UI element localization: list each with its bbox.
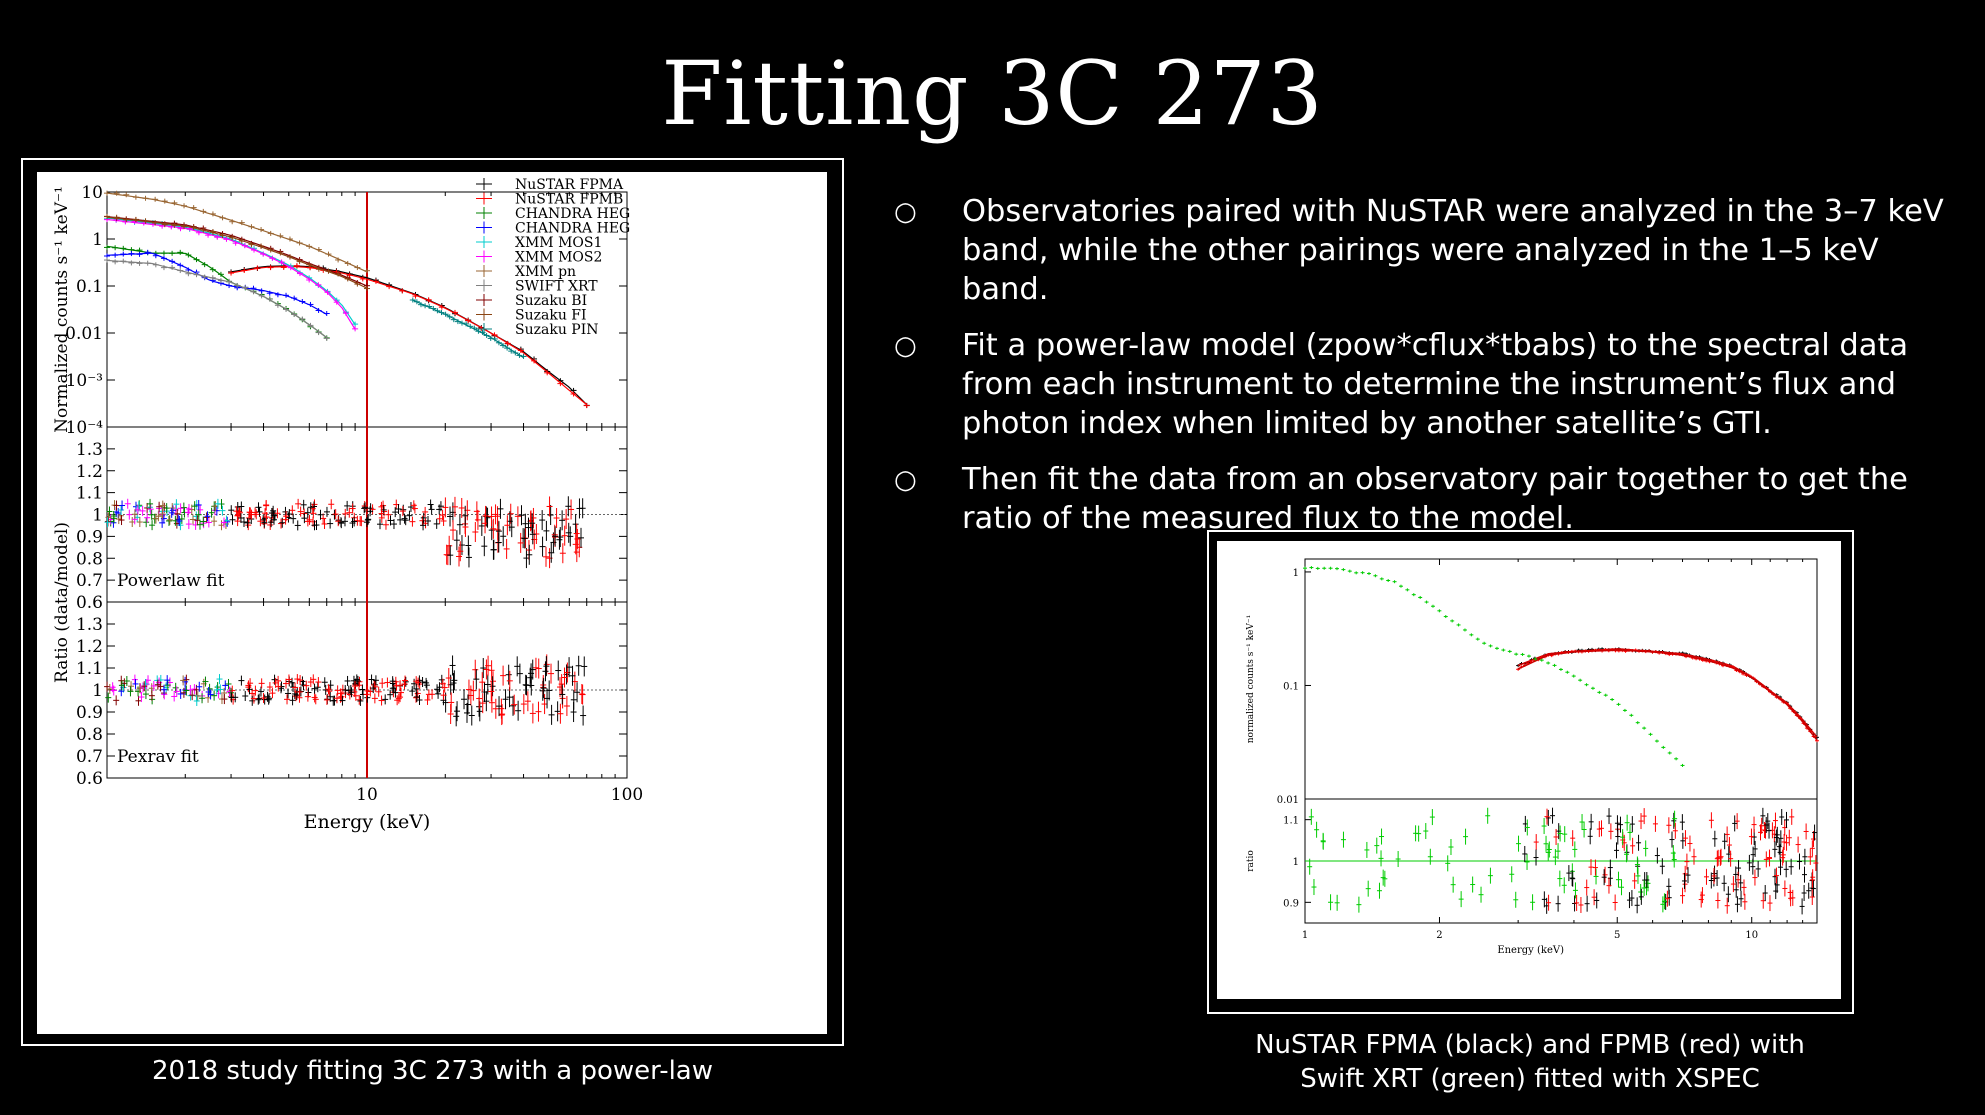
left-figure-frame (21, 158, 844, 1046)
right-figure-caption: NuSTAR FPMA (black) and FPMB (red) with … (1180, 1028, 1880, 1096)
right-caption-line-1: NuSTAR FPMA (black) and FPMB (red) with (1255, 1030, 1805, 1060)
x-tick-label: 10 (1745, 930, 1758, 941)
y-tick-label: 10 (81, 183, 103, 203)
x-tick-label: 5 (1614, 930, 1620, 941)
xspec-ratio-points (1307, 807, 1819, 915)
legend-label: XMM MOS2 (515, 250, 602, 266)
legend-label: CHANDRA HEG (515, 221, 630, 237)
y-tick-label: 0.7 (76, 747, 103, 767)
spectrum-model-line (106, 218, 356, 330)
bullet-list: ○ Observatories paired with NuSTAR were a… (890, 192, 1970, 555)
bullet-circle-icon: ○ (894, 331, 917, 361)
legend-label: XMM MOS1 (515, 235, 602, 251)
right-figure-frame (1207, 530, 1854, 1014)
y-tick-label: 0.01 (65, 324, 103, 344)
series-swift-xrt (104, 257, 330, 341)
spectrum-model-line (106, 216, 368, 289)
series-xmm-pn (104, 190, 370, 274)
y-tick-label: 1 (1293, 568, 1299, 579)
y-tick-label: 1.1 (1283, 816, 1299, 827)
xspec-spectrum-frame (1304, 558, 1818, 800)
bullet-text: Fit a power-law model (zpow*cflux*tbabs)… (962, 328, 1909, 441)
right-caption-line-2: Swift XRT (green) fitted with XSPEC (1300, 1064, 1760, 1094)
y-tick-label: 0.8 (76, 725, 103, 745)
x-tick-label: 1 (1302, 930, 1308, 941)
right-figure: 1 0.1 0.01 normalized counts s⁻¹ keV⁻¹ 1 2 5 10… (1217, 541, 1841, 999)
y-tick-label: 10⁻³ (66, 371, 103, 391)
y-tick-label: 0.9 (76, 527, 103, 547)
x-axis-label: Energy (keV) (1497, 945, 1564, 956)
spectrum-model-line (106, 216, 368, 287)
spectrum-model-line (106, 252, 327, 315)
y-tick-label: 1.1 (76, 659, 103, 679)
y-tick-label: 1.3 (76, 440, 103, 460)
spectrum-model-line (412, 299, 524, 359)
y-tick-label: 0.9 (1283, 898, 1299, 909)
ratio-points (104, 654, 588, 727)
x-tick-label: 100 (611, 785, 643, 805)
ratio-panel-label: Pexrav fit (117, 747, 199, 767)
ratio-y-axis-label: Ratio (data/model) (52, 522, 72, 683)
y-tick-label: 1 (1293, 857, 1299, 868)
x-tick-label: 10 (356, 785, 378, 805)
y-tick-label: 1.1 (76, 484, 103, 504)
xspec-model-line (1517, 649, 1818, 741)
y-tick-label: 0.9 (76, 703, 103, 723)
spectrum-model-line (106, 217, 356, 326)
bullet-item: ○ Observatories paired with NuSTAR were a… (890, 192, 1970, 309)
y-tick-label: 0.01 (1277, 795, 1299, 806)
spectrum-model-line (106, 259, 328, 339)
y-tick-label: 1.3 (76, 615, 103, 635)
ratio-points (104, 496, 586, 569)
left-figure: 10 1 0.1 0.01 10⁻³ 10⁻⁴ Normalized counts s⁻¹ … (37, 172, 827, 1034)
slide-title: Fitting 3C 273 (661, 42, 1324, 145)
y-tick-label: 0.6 (76, 769, 103, 789)
legend-label: SWIFT XRT (515, 279, 598, 295)
y-tick-label: 1 (92, 506, 103, 526)
legend-label: Suzaku PIN (515, 322, 598, 338)
series-xmm-mos2 (104, 217, 359, 332)
y-tick-label: 1 (92, 230, 103, 250)
bullet-circle-icon: ○ (894, 197, 917, 227)
spectrum-model-line (106, 192, 368, 273)
bullet-text: Then fit the data from an observatory pa… (962, 462, 1908, 536)
bullet-text: Observatories paired with NuSTAR were an… (962, 194, 1944, 307)
legend-label: Suzaku FI (515, 308, 587, 324)
bullet-circle-icon: ○ (894, 465, 917, 495)
xspec-series-swift-xrt (1303, 566, 1685, 767)
bullet-item: ○ Fit a power-law model (zpow*cflux*tbabs… (890, 326, 1970, 443)
legend-label: CHANDRA HEG (515, 206, 630, 222)
y-tick-label: 1.2 (76, 462, 103, 482)
series-suzaku-fi (104, 213, 370, 292)
series-suzaku-pin (409, 297, 527, 359)
legend-label: XMM pn (515, 264, 576, 280)
left-figure-caption: 2018 study fitting 3C 273 with a power-l… (151, 1056, 714, 1086)
y-tick-label: 1 (92, 681, 103, 701)
y-tick-label: 1.2 (76, 637, 103, 657)
spectrum-model-line (106, 245, 328, 339)
y-tick-label: 0.7 (76, 571, 103, 591)
x-axis-label: Energy (keV) (304, 811, 431, 833)
xspec-y-axis-label: normalized counts s⁻¹ keV⁻¹ (1246, 615, 1256, 744)
xspec-ratio-y-label: ratio (1246, 850, 1256, 872)
ratio-panel-label: Powerlaw fit (117, 571, 225, 591)
legend-label: NuSTAR FPMB (515, 192, 623, 208)
xspec-series-nustar-fpmb (1516, 648, 1819, 743)
legend-label: NuSTAR FPMA (515, 177, 624, 193)
legend-label: Suzaku BI (515, 293, 587, 309)
x-tick-label: 2 (1436, 930, 1442, 941)
bullet-item: ○ Then fit the data from an observatory p… (890, 460, 1970, 538)
spectrum-y-axis-label: Normalized counts s⁻¹ keV⁻¹ (52, 186, 72, 433)
y-tick-label: 0.1 (76, 277, 103, 297)
y-tick-label: 0.6 (76, 593, 103, 613)
y-tick-label: 0.1 (1283, 681, 1299, 692)
y-tick-label: 10⁻⁴ (66, 418, 104, 438)
y-tick-label: 0.8 (76, 549, 103, 569)
